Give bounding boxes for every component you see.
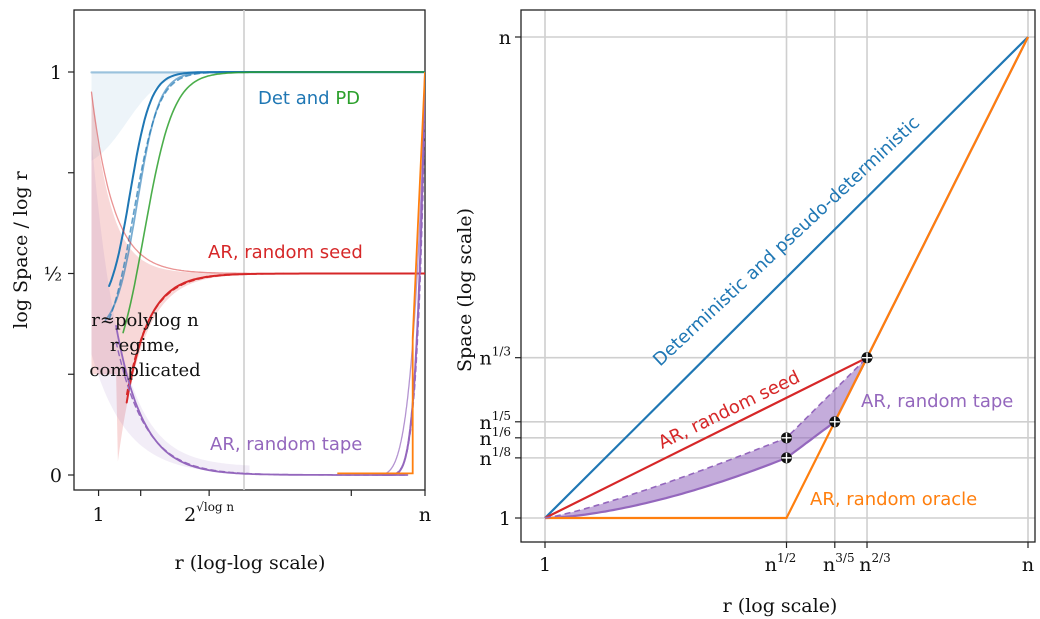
left-y-tick-label: 0 — [50, 465, 62, 487]
left-det-band — [91, 72, 232, 161]
left-det-curve-b — [108, 71, 286, 321]
left-tape-curve-dash — [115, 341, 409, 476]
right-plot-frame — [520, 9, 1036, 543]
right-series-line — [544, 356, 868, 519]
left-tape-rise-dash — [375, 111, 425, 476]
right-y-tick-label: n1/5 — [479, 409, 511, 434]
left-x-tick-label: n — [419, 504, 431, 526]
left-x-axis-title: r (log-log scale) — [175, 552, 326, 574]
left-annotation-det: Det and — [258, 88, 335, 109]
left-pd-curve — [122, 71, 425, 334]
left-seed-upper — [90, 91, 251, 275]
right-x-tick-label: n — [1022, 554, 1034, 576]
right-series-line — [544, 36, 1029, 519]
left-seed-curve-dash — [126, 272, 286, 396]
left-annotation-tape: AR, random tape — [210, 434, 362, 455]
left-y-tick-label: 1 — [50, 62, 62, 84]
right-marker-cross — [781, 452, 792, 463]
left-seed-curve — [125, 272, 425, 404]
left-seed-band — [91, 92, 250, 462]
right-x-tick-label: 1 — [539, 554, 551, 576]
right-tape-upper-curve — [544, 357, 868, 519]
right-label-tape: AR, random tape — [861, 391, 1013, 412]
left-oracle-line — [337, 71, 425, 475]
right-x-axis-title: r (log scale) — [723, 595, 838, 617]
left-y-axis-title: log Space / log r — [10, 170, 32, 328]
left-annotation-det-pd: Det and PD — [258, 88, 360, 109]
left-plot-frame — [73, 9, 426, 491]
right-y-tick-label: n1/8 — [479, 445, 511, 470]
right-y-tick-label: n1/6 — [479, 425, 511, 450]
left-annotation-regime-line2: regime, — [110, 335, 180, 356]
left-tape-rise-b — [371, 91, 425, 476]
left-panel: 1 2√log n n 0 ½ 1 r (log-log scale) log Space… — [10, 9, 431, 574]
right-x-tick-label: n3/5 — [823, 551, 855, 576]
left-x-tick-label: 2√log n — [184, 500, 234, 526]
right-y-axis-title: Space (log scale) — [454, 208, 476, 372]
right-x-tick-label: n2/3 — [859, 551, 891, 576]
left-annotation-regime-line3: complicated — [89, 360, 200, 381]
right-marker-cross — [862, 352, 873, 363]
right-label-oracle: AR, random oracle — [810, 489, 977, 510]
left-x-tick-label: 1 — [93, 504, 105, 526]
left-annotation-seed: AR, random seed — [208, 242, 363, 263]
right-y-tick-label: n — [499, 27, 511, 49]
right-panel: 1 n1/2 n3/5 n2/3 n 1 n1/8n1/6n1/5 n1/3 n r (log … — [454, 9, 1036, 617]
right-marker-cross — [829, 416, 840, 427]
left-annotation-pd: PD — [335, 88, 360, 109]
left-annotation-regime-line1: r≈polylog n — [91, 310, 199, 331]
right-y-tick-label: n1/3 — [479, 345, 511, 370]
left-y-tick-label: ½ — [44, 264, 62, 286]
right-x-tick-label: n1/2 — [765, 551, 797, 576]
right-y-tick-label: 1 — [499, 508, 511, 530]
right-marker-cross — [781, 432, 792, 443]
